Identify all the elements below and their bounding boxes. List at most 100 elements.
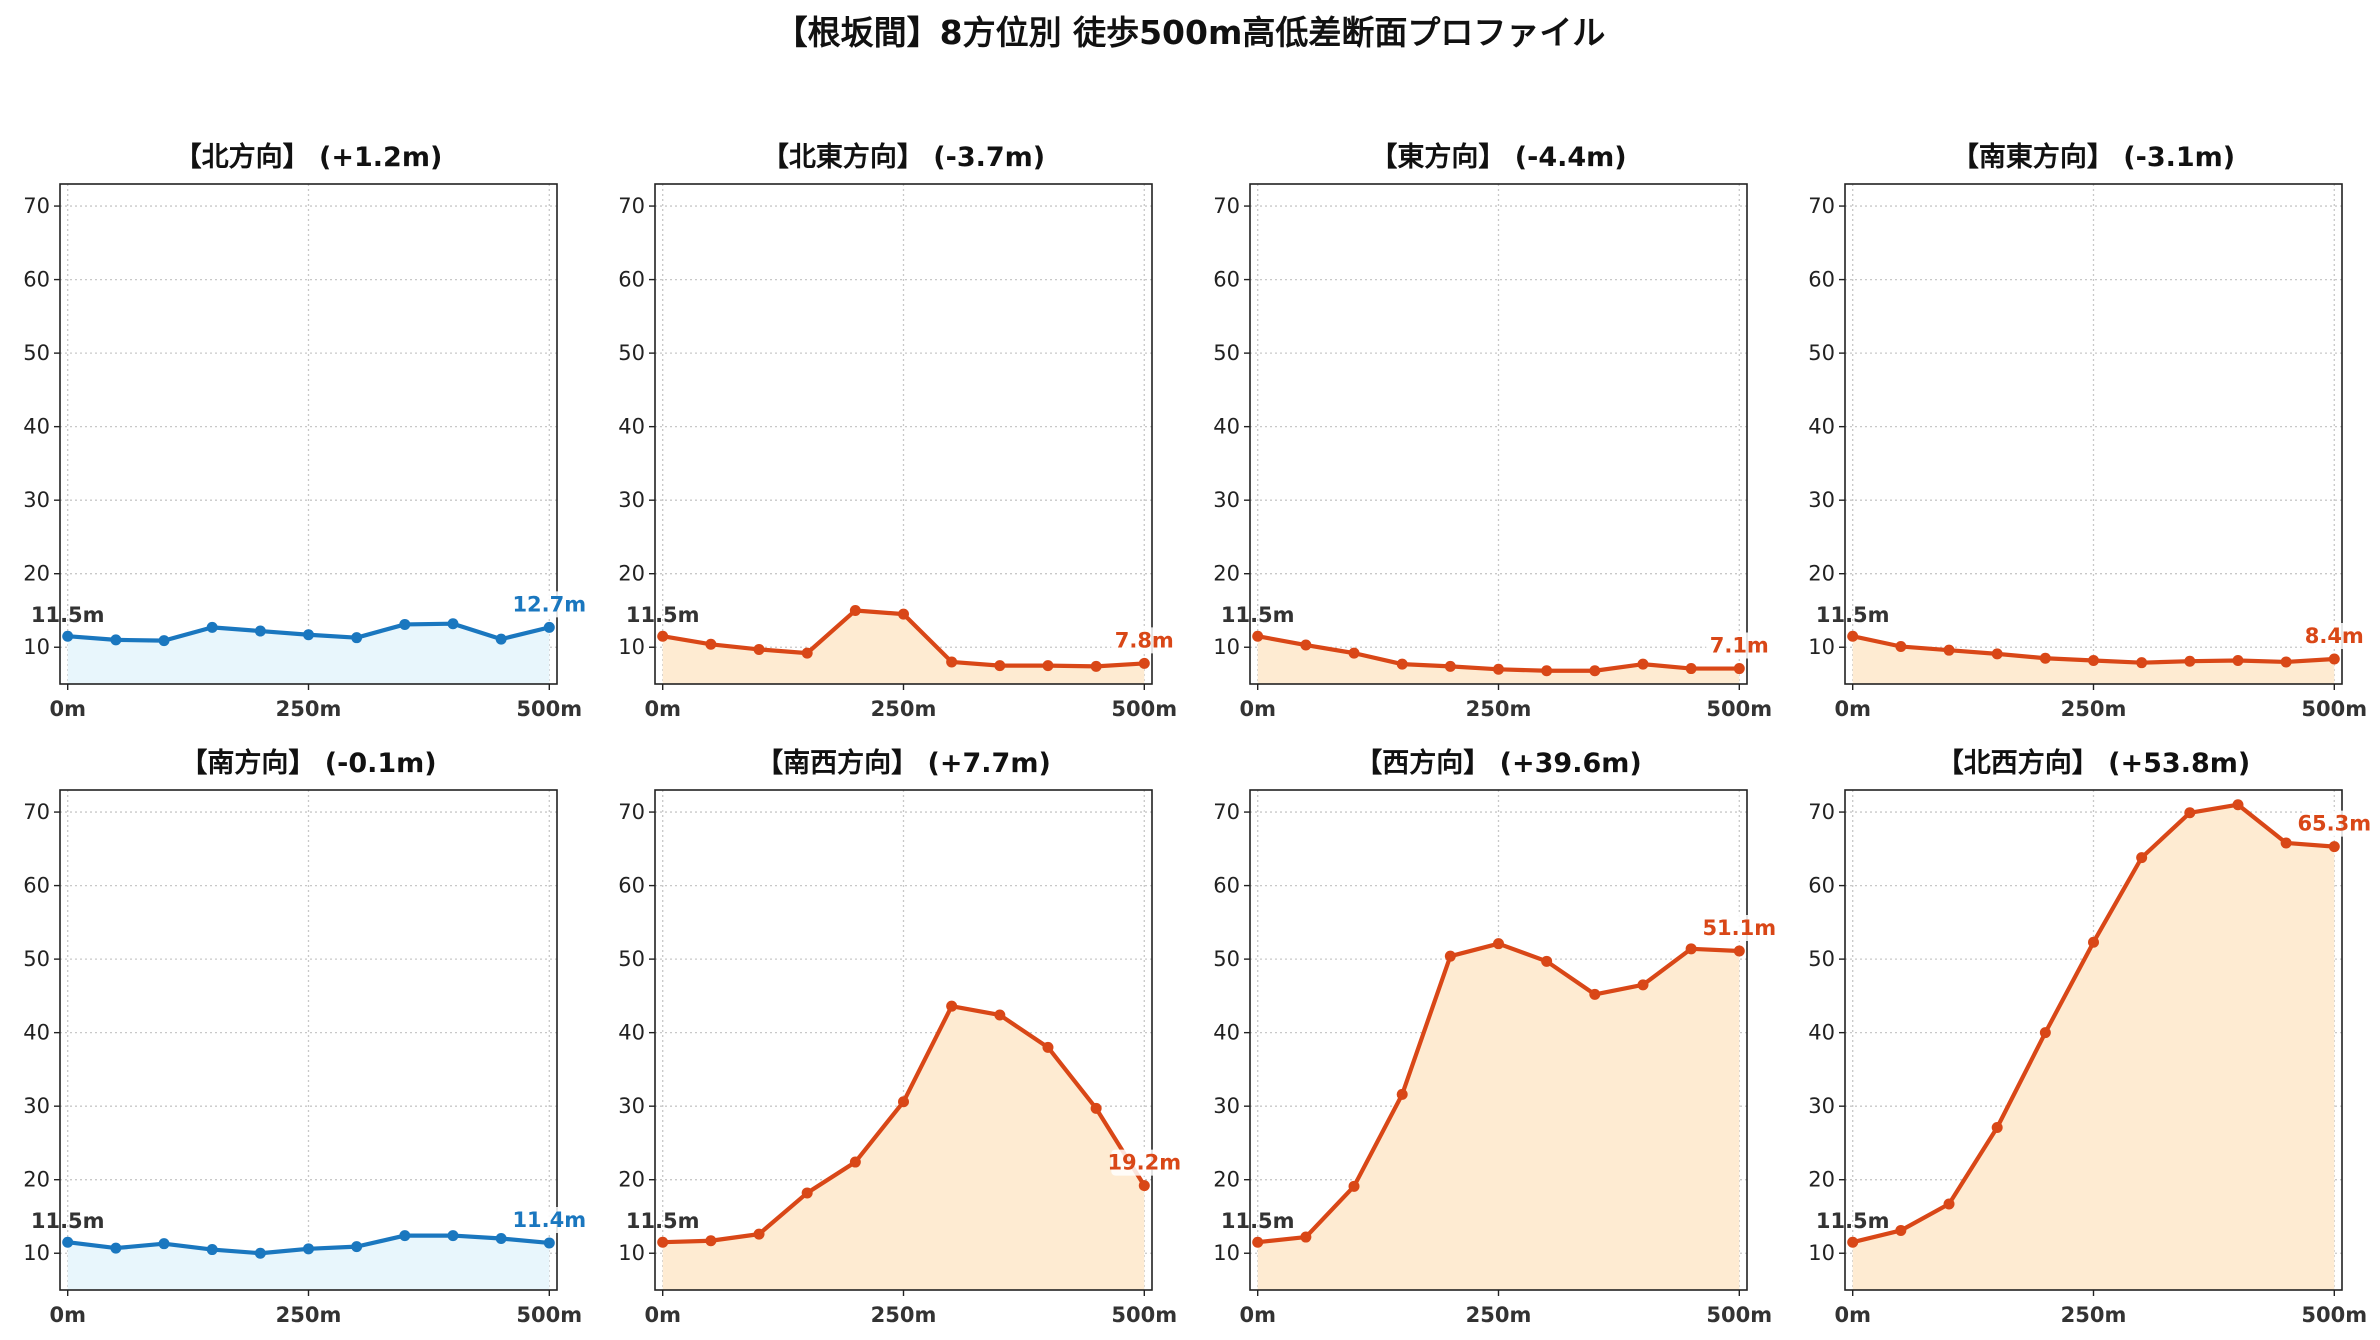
profile-point (1943, 644, 1955, 656)
y-tick-label: 50 (1808, 341, 1835, 365)
y-tick-label: 40 (23, 1021, 50, 1045)
profile-point (1348, 1180, 1360, 1192)
profile-point (898, 1096, 909, 1108)
x-tick-label: 0m (644, 697, 681, 721)
profile-point (1541, 665, 1553, 677)
profile-point (254, 625, 266, 637)
profile-point (158, 1238, 170, 1250)
y-tick-label: 70 (1213, 800, 1240, 824)
x-tick-label: 500m (2301, 697, 2367, 721)
profile-point (2088, 654, 2099, 666)
profile-point (1090, 660, 1102, 672)
end-elevation-label: 19.2m (1107, 1151, 1181, 1175)
x-tick-label: 250m (2061, 1303, 2127, 1327)
profile-point (705, 638, 717, 650)
y-tick-label: 10 (23, 1241, 50, 1265)
end-elevation-label: 51.1m (1702, 916, 1776, 940)
profile-point (495, 633, 507, 645)
y-tick-label: 20 (1808, 1168, 1835, 1192)
profile-point (2232, 799, 2244, 811)
x-tick-label: 0m (1834, 1303, 1871, 1327)
y-tick-label: 10 (1808, 635, 1835, 659)
profile-panel-6: 【西方向】 (+39.6m) 10 20 30 40 50 60 70 0m 250m 500m 11… (1213, 747, 1776, 1327)
profile-point (543, 1237, 555, 1249)
end-elevation-label: 11.4m (512, 1208, 586, 1232)
y-tick-label: 20 (23, 1168, 50, 1192)
profile-point (1847, 630, 1859, 642)
profile-point (801, 1187, 813, 1199)
y-tick-label: 40 (1213, 415, 1240, 439)
x-tick-label: 0m (1239, 697, 1276, 721)
profile-point (2280, 656, 2292, 668)
profile-point (62, 1236, 74, 1248)
profile-area (662, 1006, 1145, 1290)
y-tick-label: 50 (23, 947, 50, 971)
x-tick-label: 250m (1466, 1303, 1532, 1327)
y-tick-label: 50 (23, 341, 50, 365)
profile-panel-0: 【北方向】 (+1.2m) 10 20 30 40 50 60 70 0m 250m 500m 11.… (23, 141, 586, 721)
y-tick-label: 40 (618, 415, 645, 439)
y-tick-label: 20 (618, 1168, 645, 1192)
y-tick-label: 70 (618, 194, 645, 218)
profile-point (1042, 1041, 1054, 1053)
profile-point (1042, 660, 1054, 672)
end-label-background (1111, 1149, 1178, 1176)
end-elevation-label: 12.7m (512, 592, 586, 616)
start-elevation-label: 11.5m (1221, 1209, 1295, 1233)
profile-point (753, 643, 765, 655)
x-tick-label: 500m (516, 1303, 582, 1327)
x-tick-label: 500m (1706, 697, 1772, 721)
profile-point (399, 618, 411, 630)
profile-point (1090, 1102, 1102, 1114)
panel-title: 【西方向】 (+39.6m) (1355, 747, 1641, 779)
y-tick-label: 70 (1808, 194, 1835, 218)
y-tick-label: 30 (1213, 488, 1240, 512)
x-tick-label: 0m (49, 1303, 86, 1327)
x-tick-label: 0m (644, 1303, 681, 1327)
profile-point (1541, 955, 1553, 967)
x-tick-label: 250m (871, 697, 937, 721)
profile-point (158, 635, 170, 647)
y-tick-label: 20 (618, 562, 645, 586)
profile-point (2136, 852, 2148, 864)
profile-point (1895, 1224, 1907, 1236)
start-elevation-label: 11.5m (31, 1209, 105, 1233)
y-tick-label: 50 (1213, 341, 1240, 365)
profile-point (1396, 658, 1408, 670)
y-tick-label: 10 (1213, 1241, 1240, 1265)
profile-point (351, 632, 363, 644)
start-elevation-label: 11.5m (626, 1209, 700, 1233)
profile-point (2136, 657, 2148, 669)
profile-point (399, 1230, 411, 1242)
y-tick-label: 50 (1213, 947, 1240, 971)
profile-point (351, 1241, 363, 1253)
end-label-background (1111, 627, 1178, 654)
y-tick-label: 40 (1213, 1021, 1240, 1045)
profile-point (1444, 950, 1456, 962)
end-label-background (1706, 632, 1773, 659)
profile-point (1589, 988, 1601, 1000)
profile-point (994, 660, 1006, 672)
profile-point (946, 1000, 958, 1012)
profile-point (447, 618, 459, 630)
y-tick-label: 30 (23, 1094, 50, 1118)
y-tick-label: 10 (1808, 1241, 1835, 1265)
profile-point (849, 1156, 861, 1168)
y-tick-label: 10 (23, 635, 50, 659)
profile-point (1637, 979, 1649, 991)
end-label-background (2301, 623, 2368, 649)
profile-point (2328, 653, 2340, 665)
profile-point (753, 1228, 765, 1240)
end-label-background (1706, 915, 1773, 942)
start-elevation-label: 11.5m (1816, 603, 1890, 627)
x-tick-label: 250m (1466, 697, 1532, 721)
y-tick-label: 40 (23, 415, 50, 439)
profile-point (110, 634, 122, 646)
profile-point (801, 647, 813, 659)
end-elevation-label: 65.3m (2297, 812, 2371, 836)
panel-title: 【南西方向】 (+7.7m) (756, 747, 1051, 779)
start-elevation-label: 11.5m (1816, 1209, 1890, 1233)
profile-point (657, 630, 669, 642)
profile-point (2184, 807, 2196, 819)
